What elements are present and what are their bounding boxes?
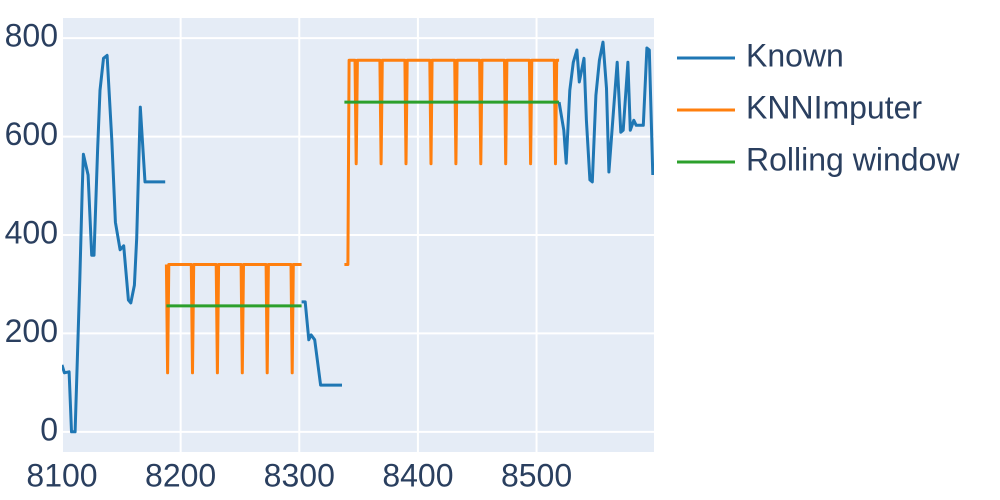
x-tick-label: 8300 (264, 457, 335, 493)
legend-label: Rolling window (746, 141, 960, 177)
grid (61, 18, 654, 452)
x-tick-label: 8200 (145, 457, 216, 493)
series-line (62, 40, 654, 434)
y-tick-label: 400 (5, 214, 58, 250)
x-tick-label: 8100 (26, 457, 97, 493)
labels: 0 200 400 600 800 8100 8200 8300 8400 8500 Known KN… (5, 18, 961, 494)
series-line (164, 58, 560, 375)
y-tick-label: 800 (5, 18, 58, 54)
y-tick-label: 0 (40, 411, 58, 447)
lines (62, 40, 654, 434)
legend-label: Known (746, 37, 844, 73)
legend-label: KNNImputer (746, 89, 922, 125)
x-tick-label: 8500 (501, 457, 572, 493)
x-tick-label: 8400 (382, 457, 453, 493)
y-tick-label: 200 (5, 313, 58, 349)
series-line (166, 100, 560, 308)
y-tick-label: 600 (5, 116, 58, 152)
